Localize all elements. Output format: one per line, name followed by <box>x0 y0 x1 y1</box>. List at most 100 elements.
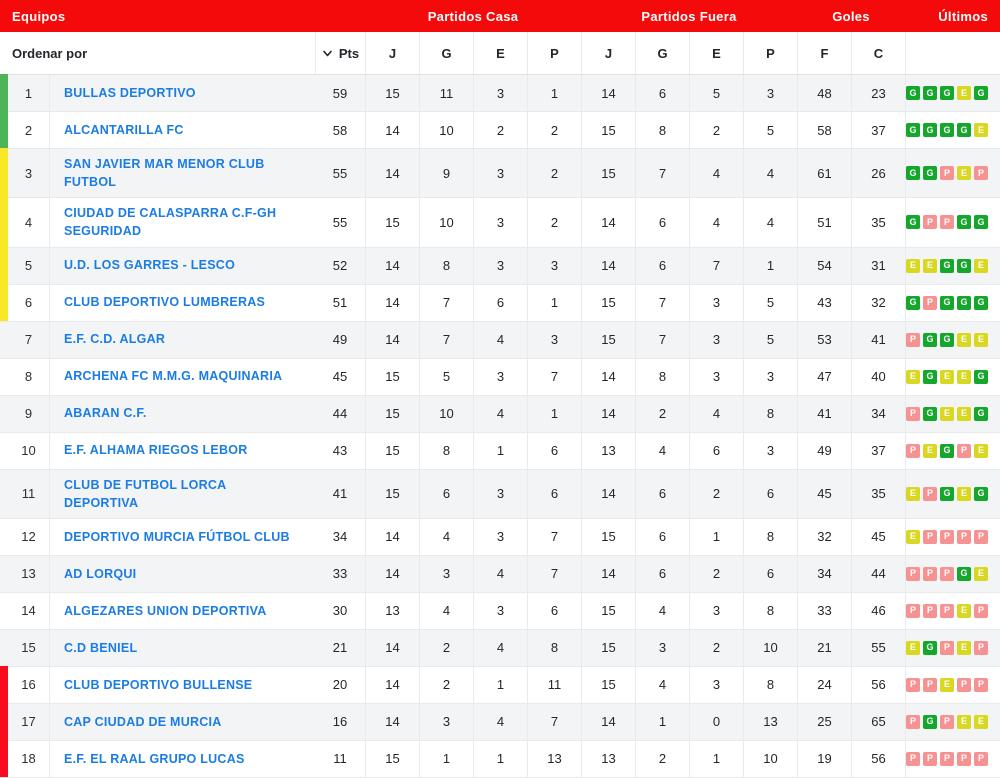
team-link[interactable]: BULLAS DEPORTIVO <box>64 85 196 100</box>
table-row: 5 U.D. LOS GARRES - LESCO 52 14 8 3 3 14 6 7 1 54 31… <box>0 246 1000 284</box>
stat-cell-j-casa: 14 <box>365 703 419 740</box>
column-header-p-casa[interactable]: P <box>527 32 581 74</box>
stat-cell-e-casa: 1 <box>473 666 527 703</box>
column-header-f[interactable]: F <box>797 32 851 74</box>
column-header-label: E <box>496 45 505 61</box>
stat-cell-j-casa: 14 <box>365 555 419 592</box>
form-badge-win: G <box>906 166 920 181</box>
team-link[interactable]: DEPORTIVO MURCIA FÚTBOL CLUB <box>64 529 290 544</box>
stat-cell-p-casa: 3 <box>527 321 581 358</box>
stat-cell-e-fuera: 1 <box>689 518 743 555</box>
table-row: 17 CAP CIUDAD DE MURCIA 16 14 3 4 7 14 1 0 13 25 65 P… <box>0 702 1000 740</box>
position-cell: 16 <box>0 666 50 703</box>
team-link[interactable]: CAP CIUDAD DE MURCIA <box>64 714 222 729</box>
position-indicator-red <box>0 739 8 777</box>
position-indicator-none <box>0 469 8 518</box>
team-link[interactable]: ALCANTARILLA FC <box>64 122 184 137</box>
column-header-e-casa[interactable]: E <box>473 32 527 74</box>
stat-cell-g-casa: 4 <box>419 592 473 629</box>
column-header-label: J <box>388 45 397 61</box>
stat-cell-p-casa: 2 <box>527 198 581 247</box>
position-cell: 9 <box>0 395 50 432</box>
team-link[interactable]: CLUB DEPORTIVO LUMBRERAS <box>64 295 266 310</box>
stat-cell-g-fuera: 8 <box>635 112 689 148</box>
stat-cell-j-fuera: 15 <box>581 518 635 555</box>
stat-cell-p-casa: 7 <box>527 358 581 395</box>
ordenar-por-label: Ordenar por <box>12 45 88 61</box>
stat-cell-g-fuera: 7 <box>635 321 689 358</box>
column-header-label: P <box>766 45 775 61</box>
team-name-cell: ARCHENA FC M.M.G. MAQUINARIA <box>50 359 315 395</box>
team-link[interactable]: E.F. EL RAAL GRUPO LUCAS <box>64 751 245 766</box>
column-header-g-fuera[interactable]: G <box>635 32 689 74</box>
team-link[interactable]: E.F. ALHAMA RIEGOS LEBOR <box>64 443 248 458</box>
stat-cell-e-fuera: 3 <box>689 592 743 629</box>
team-link[interactable]: C.D BENIEL <box>64 640 138 655</box>
team-link[interactable]: E.F. C.D. ALGAR <box>64 332 166 347</box>
column-header-c[interactable]: C <box>851 32 905 74</box>
form-badge-loss: P <box>957 677 971 692</box>
form-badge-draw: E <box>974 443 988 458</box>
stat-cell-pts: 52 <box>332 258 348 273</box>
team-name-cell: U.D. LOS GARRES - LESCO <box>50 248 315 284</box>
form-badge-draw: E <box>940 369 954 384</box>
position-indicator-yellow <box>0 246 8 284</box>
team-link[interactable]: ALGEZARES UNION DEPORTIVA <box>64 603 267 618</box>
stat-cell-p-casa: 1 <box>527 284 581 321</box>
stat-cell-g-fuera: 2 <box>635 740 689 777</box>
stat-cell-e-casa: 3 <box>473 518 527 555</box>
column-header-g-casa[interactable]: G <box>419 32 473 74</box>
column-header-p-fuera[interactable]: P <box>743 32 797 74</box>
position-cell: 2 <box>0 112 50 148</box>
team-name-cell: ALGEZARES UNION DEPORTIVA <box>50 593 315 629</box>
form-badge-win: G <box>974 215 988 230</box>
position-indicator-none <box>0 358 8 395</box>
stat-cell-g-casa: 10 <box>419 198 473 247</box>
stat-cell-pts: 44 <box>332 406 348 421</box>
team-link[interactable]: SAN JAVIER MAR MENOR CLUB FUTBOL <box>64 157 265 190</box>
stat-cell-g-fuera: 1 <box>635 703 689 740</box>
stat-cell-g-casa: 8 <box>419 247 473 284</box>
stat-cell-p-fuera: 3 <box>743 358 797 395</box>
team-name-cell: ABARAN C.F. <box>50 396 315 432</box>
stat-cell-e-fuera: 5 <box>689 75 743 111</box>
form-badge-draw: E <box>974 714 988 729</box>
stat-cell-e-casa: 4 <box>473 321 527 358</box>
column-header-j-fuera[interactable]: J <box>581 32 635 74</box>
column-header-j-casa[interactable]: J <box>365 32 419 74</box>
stat-cell-e-casa: 6 <box>473 284 527 321</box>
table-row: 10 E.F. ALHAMA RIEGOS LEBOR 43 15 8 1 6 13 4 6 3 49… <box>0 431 1000 469</box>
stat-cell-g-fuera: 6 <box>635 75 689 111</box>
team-name-cell: CAP CIUDAD DE MURCIA <box>50 704 315 740</box>
stat-cell-f: 33 <box>797 592 851 629</box>
stat-cell-j-fuera: 14 <box>581 469 635 518</box>
group-header-goles: Goles <box>832 8 870 24</box>
team-link[interactable]: U.D. LOS GARRES - LESCO <box>64 258 236 273</box>
stat-cell-j-fuera: 14 <box>581 703 635 740</box>
stat-cell-p-casa: 2 <box>527 112 581 148</box>
form-badge-draw: E <box>957 640 971 655</box>
team-link[interactable]: ARCHENA FC M.M.G. MAQUINARIA <box>64 369 283 384</box>
team-link[interactable]: CLUB DE FUTBOL LORCA DEPORTIVA <box>64 477 226 510</box>
team-link[interactable]: CLUB DEPORTIVO BULLENSE <box>64 677 253 692</box>
team-link[interactable]: CIUDAD DE CALASPARRA C.F-GH SEGURIDAD <box>64 206 277 239</box>
stat-cell-g-fuera: 4 <box>635 592 689 629</box>
stat-cell-p-fuera: 4 <box>743 198 797 247</box>
column-header-pts[interactable]: Pts <box>315 32 365 74</box>
stat-cell-p-casa: 6 <box>527 432 581 469</box>
stat-cell-f: 21 <box>797 629 851 666</box>
form-badge-draw: E <box>940 406 954 421</box>
stat-cell-g-casa: 3 <box>419 703 473 740</box>
stat-cell-p-casa: 1 <box>527 395 581 432</box>
team-link[interactable]: ABARAN C.F. <box>64 406 147 421</box>
form-badge-draw: E <box>923 258 937 273</box>
team-link[interactable]: AD LORQUI <box>64 566 137 581</box>
form-badge-loss: P <box>906 677 920 692</box>
column-header-e-fuera[interactable]: E <box>689 32 743 74</box>
form-badge-loss: P <box>906 566 920 581</box>
